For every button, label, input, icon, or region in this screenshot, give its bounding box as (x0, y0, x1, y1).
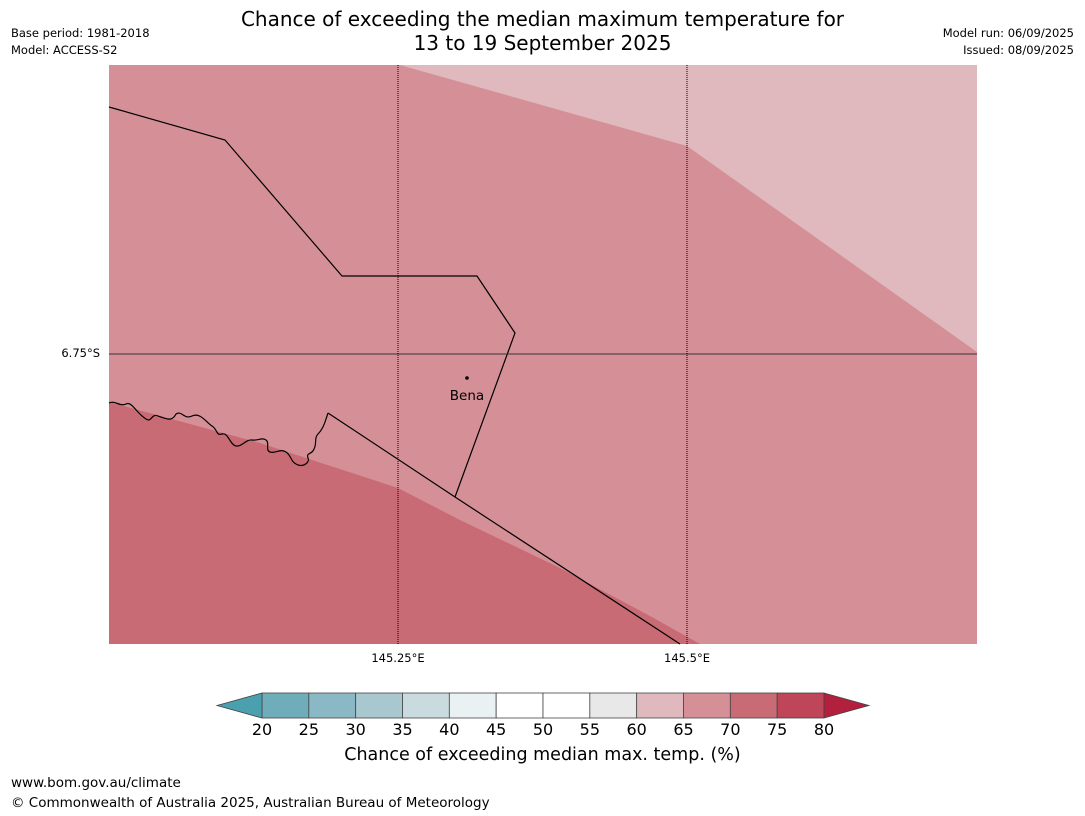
probability-band-60-65 (400, 65, 977, 352)
title-line-2: 13 to 19 September 2025 (413, 31, 672, 55)
latitude-label: 6.75°S (61, 346, 100, 360)
place-label: Bena (449, 388, 485, 404)
colorbar-swatch (589, 692, 638, 719)
colorbar-tick-label: 70 (720, 720, 741, 739)
title-line-1: Chance of exceeding the median maximum t… (240, 7, 845, 31)
probability-band-70-75 (109, 402, 700, 644)
colorbar-swatch (776, 692, 825, 719)
colorbar-tick-label: 80 (813, 720, 835, 739)
colorbar-swatch (448, 692, 497, 719)
model-name: Model: ACCESS-S2 (11, 43, 118, 57)
colorbar-label: Chance of exceeding median max. temp. (%… (344, 745, 741, 765)
colorbar-swatch (308, 692, 357, 719)
model-run: Model run: 06/09/2025 (942, 26, 1074, 40)
place-marker (465, 376, 469, 380)
meta-right: Model run: 06/09/2025 Issued: 08/09/2025 (943, 25, 1074, 59)
colorbar-tick-label: 20 (251, 720, 273, 739)
longitude-label-2: 145.5°E (664, 651, 710, 665)
meta-left: Base period: 1981-2018 Model: ACCESS-S2 (11, 25, 150, 59)
colorbar-swatch (261, 692, 310, 719)
colorbar-tick-label: 25 (298, 720, 319, 739)
colorbar-swatch (729, 692, 778, 719)
chart-title: Chance of exceeding the median maximum t… (0, 7, 1085, 55)
coastline (108, 401, 329, 467)
footer-copyright: © Commonwealth of Australia 2025, Austra… (11, 795, 490, 811)
colorbar-tick-label: 35 (392, 720, 413, 739)
colorbar-swatch (402, 692, 450, 719)
province-boundary (108, 106, 516, 498)
colorbar-tick-label: 65 (673, 720, 694, 739)
colorbar-swatch (683, 692, 731, 719)
colorbar-tick-label: 75 (766, 720, 788, 739)
colorbar-swatch (495, 692, 544, 719)
colorbar-tick-label: 30 (345, 720, 366, 739)
colorbar-swatch (542, 692, 591, 719)
province-boundary-south (327, 412, 681, 645)
colorbar-swatch (355, 692, 403, 719)
colorbar-tick-label: 60 (626, 720, 647, 739)
colorbar-tick-label: 40 (439, 720, 460, 739)
colorbar-extend-high (823, 692, 871, 719)
footer-url[interactable]: www.bom.gov.au/climate (11, 775, 181, 791)
colorbar-tick-label: 50 (532, 720, 554, 739)
issued-date: Issued: 08/09/2025 (963, 43, 1074, 57)
colorbar-extend-low (215, 692, 263, 719)
colorbar-tick-label: 55 (579, 720, 600, 739)
colorbar-swatch (636, 692, 684, 719)
colorbar-tick-label: 45 (485, 720, 507, 739)
base-period: Base period: 1981-2018 (11, 26, 150, 40)
longitude-label-1: 145.25°E (371, 651, 425, 665)
